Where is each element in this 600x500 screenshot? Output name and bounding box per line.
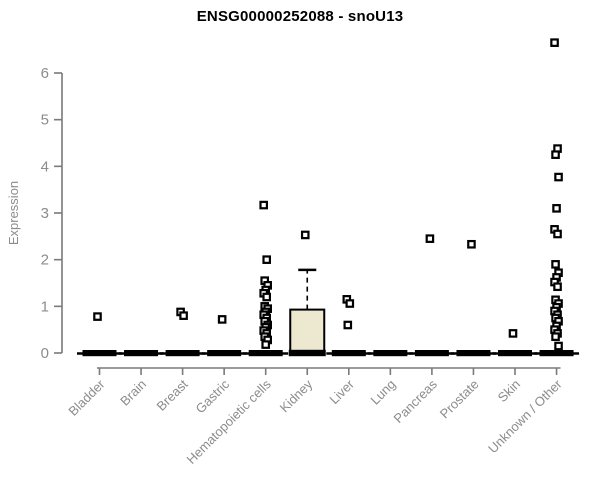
x-tick-label: Skin (495, 377, 523, 405)
zero-box-bar (539, 350, 574, 357)
outlier-point (551, 332, 560, 341)
y-tick-label: 4 (41, 158, 49, 175)
x-tick-label: Lung (367, 377, 398, 408)
y-tick-label: 2 (41, 252, 49, 269)
x-tick-label: Unknown / Other (485, 376, 565, 456)
y-axis-title: Expression (6, 181, 21, 245)
chart-title: ENSG00000252088 - snoU13 (196, 8, 404, 25)
zero-box-bar (165, 350, 200, 357)
zero-box-bar (498, 350, 532, 357)
outlier-point (425, 234, 435, 243)
outlier-point (93, 312, 102, 321)
outlier-point (550, 38, 559, 47)
outlier-point (553, 229, 562, 239)
x-tick-label: Pancreas (391, 376, 441, 426)
y-tick-label: 1 (41, 298, 49, 315)
zero-box-bar (456, 350, 491, 357)
median-bar (288, 349, 326, 357)
outlier-point (262, 255, 272, 264)
box (289, 308, 326, 355)
zero-box-bar (124, 350, 159, 357)
y-tick-label: 0 (41, 345, 49, 362)
x-tick-label: Kidney (277, 376, 316, 415)
outlier-point (552, 204, 561, 213)
zero-box-bar (82, 350, 117, 357)
outlier-point (554, 341, 563, 351)
y-tick-label: 5 (41, 112, 49, 129)
outlier-point (554, 172, 563, 182)
outlier-point (551, 150, 560, 159)
x-tick-label: Gastric (193, 376, 233, 416)
outlier-point (261, 340, 271, 349)
outlier-point (259, 200, 269, 210)
zero-box-bar (373, 350, 408, 357)
outlier-point (343, 320, 353, 330)
x-tick-label: Bladder (65, 376, 108, 419)
zero-box-bar (248, 350, 283, 357)
x-tick-label: Brain (117, 377, 149, 409)
outlier-point (553, 282, 562, 292)
x-tick-label: Breast (154, 376, 191, 413)
outlier-point (217, 315, 227, 324)
outlier-point (262, 292, 272, 302)
x-tick-label: Prostate (437, 377, 482, 422)
outlier-point (300, 230, 310, 240)
x-tick-label: Liver (326, 376, 357, 407)
zero-box-bar (331, 350, 366, 357)
zero-box-bar (414, 350, 449, 357)
outlier-point (467, 239, 476, 249)
outlier-point (345, 299, 355, 308)
zero-box-bar (207, 350, 242, 357)
outlier-point (179, 311, 188, 320)
outlier-point (508, 329, 518, 338)
y-tick-label: 6 (41, 65, 49, 82)
outlier-point (551, 260, 560, 269)
y-tick-label: 3 (41, 205, 49, 222)
